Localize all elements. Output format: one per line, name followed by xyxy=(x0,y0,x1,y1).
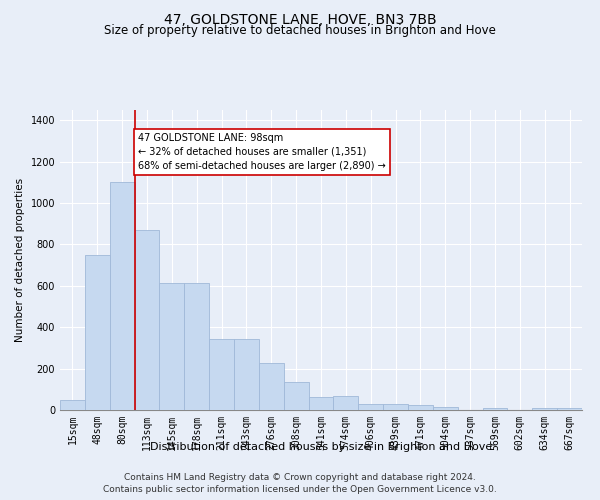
Text: 47, GOLDSTONE LANE, HOVE, BN3 7BB: 47, GOLDSTONE LANE, HOVE, BN3 7BB xyxy=(164,12,436,26)
Bar xyxy=(408,405,433,410)
Bar xyxy=(532,408,557,410)
Bar xyxy=(234,338,259,410)
Text: 47 GOLDSTONE LANE: 98sqm
← 32% of detached houses are smaller (1,351)
68% of sem: 47 GOLDSTONE LANE: 98sqm ← 32% of detach… xyxy=(139,133,386,171)
Bar xyxy=(284,382,308,410)
Bar xyxy=(308,396,334,410)
Bar xyxy=(184,283,209,410)
Bar xyxy=(358,404,383,410)
Bar xyxy=(85,255,110,410)
Text: Contains HM Land Registry data © Crown copyright and database right 2024.: Contains HM Land Registry data © Crown c… xyxy=(124,472,476,482)
Bar xyxy=(383,404,408,410)
Text: Distribution of detached houses by size in Brighton and Hove: Distribution of detached houses by size … xyxy=(150,442,492,452)
Bar xyxy=(134,230,160,410)
Bar xyxy=(433,407,458,410)
Bar xyxy=(482,408,508,410)
Bar xyxy=(60,400,85,410)
Bar xyxy=(557,408,582,410)
Y-axis label: Number of detached properties: Number of detached properties xyxy=(15,178,25,342)
Text: Contains public sector information licensed under the Open Government Licence v3: Contains public sector information licen… xyxy=(103,485,497,494)
Text: Size of property relative to detached houses in Brighton and Hove: Size of property relative to detached ho… xyxy=(104,24,496,37)
Bar xyxy=(259,364,284,410)
Bar xyxy=(160,283,184,410)
Bar xyxy=(110,182,134,410)
Bar xyxy=(209,338,234,410)
Bar xyxy=(334,396,358,410)
